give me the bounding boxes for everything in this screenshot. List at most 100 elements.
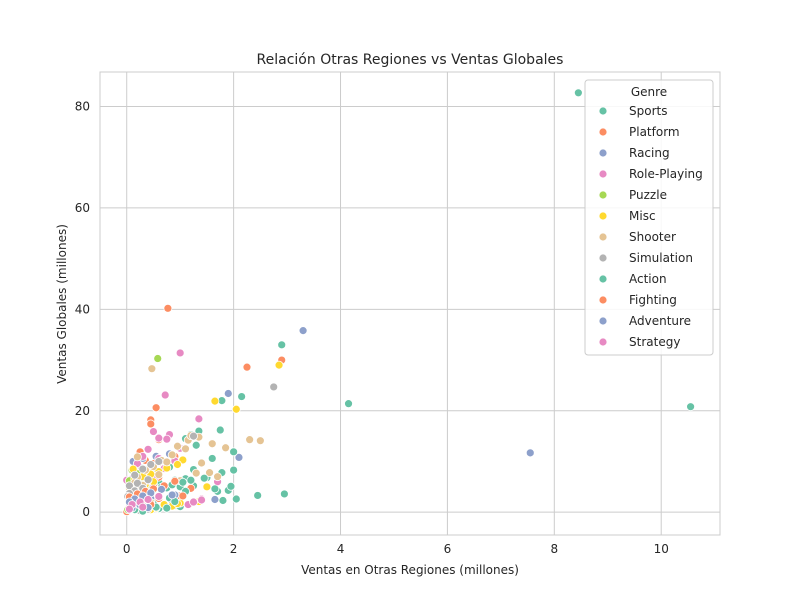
x-tick-labels: 0 2 4 6 8 10 bbox=[123, 542, 669, 556]
y-axis-title: Ventas Globales (millones) bbox=[55, 224, 69, 384]
legend: Genre Sports Platform Racing Role-Playing Pu… bbox=[584, 79, 714, 356]
data-point bbox=[234, 453, 244, 462]
legend-marker bbox=[598, 106, 608, 116]
x-tick-label: 6 bbox=[444, 542, 452, 556]
data-point bbox=[218, 496, 228, 505]
data-point bbox=[298, 326, 308, 336]
y-tick-labels: 0 20 40 60 80 bbox=[75, 99, 90, 519]
data-point bbox=[223, 389, 233, 398]
series-racing bbox=[124, 326, 535, 514]
data-point bbox=[186, 475, 196, 485]
data-point bbox=[173, 441, 182, 451]
data-point bbox=[226, 481, 236, 491]
y-tick-label: 20 bbox=[75, 404, 90, 418]
data-point bbox=[143, 444, 153, 454]
data-point bbox=[138, 502, 148, 512]
legend-marker bbox=[598, 232, 608, 242]
data-point bbox=[242, 362, 252, 372]
data-point bbox=[245, 435, 255, 445]
x-tick-label: 8 bbox=[550, 542, 558, 556]
data-point bbox=[146, 419, 156, 429]
data-point bbox=[231, 494, 241, 504]
data-point bbox=[221, 443, 231, 453]
data-point bbox=[162, 457, 172, 467]
legend-label: Sports bbox=[629, 104, 667, 118]
plot-frame bbox=[99, 71, 721, 536]
data-point bbox=[167, 490, 177, 500]
data-point bbox=[253, 491, 263, 500]
data-point bbox=[133, 478, 142, 488]
data-point bbox=[210, 396, 220, 406]
data-point bbox=[167, 450, 177, 460]
data-point bbox=[162, 503, 172, 513]
y-tick-label: 60 bbox=[75, 201, 90, 215]
legend-label: Puzzle bbox=[629, 188, 667, 202]
data-point bbox=[344, 399, 353, 409]
legend-label: Fighting bbox=[629, 293, 677, 307]
legend-box bbox=[584, 79, 714, 356]
data-point bbox=[143, 475, 153, 485]
data-point bbox=[173, 460, 182, 469]
data-point bbox=[197, 495, 206, 505]
data-point bbox=[231, 404, 241, 414]
data-point bbox=[154, 457, 164, 466]
x-tick-label: 0 bbox=[123, 542, 131, 556]
x-axis-title: Ventas en Otras Regiones (millones) bbox=[301, 563, 519, 577]
data-point bbox=[197, 458, 206, 468]
data-point bbox=[133, 452, 142, 462]
series-strategy bbox=[124, 492, 206, 514]
data-point bbox=[170, 476, 180, 486]
data-point bbox=[274, 360, 284, 370]
data-point bbox=[277, 340, 287, 350]
x-tick-label: 4 bbox=[337, 542, 345, 556]
data-point bbox=[210, 484, 220, 494]
data-point bbox=[189, 497, 198, 507]
y-tick-label: 40 bbox=[75, 302, 90, 316]
data-point bbox=[215, 425, 225, 435]
y-tick-label: 80 bbox=[75, 99, 90, 113]
legend-marker bbox=[598, 316, 608, 326]
data-point bbox=[191, 468, 201, 478]
x-tick-label: 10 bbox=[654, 542, 669, 556]
legend-label: Strategy bbox=[629, 335, 680, 349]
data-point bbox=[191, 440, 201, 450]
data-point bbox=[194, 414, 204, 424]
legend-marker bbox=[598, 274, 608, 284]
legend-label: Misc bbox=[629, 209, 656, 223]
data-point bbox=[237, 392, 247, 401]
data-point bbox=[269, 382, 279, 392]
data-point bbox=[199, 473, 209, 483]
series-sports bbox=[123, 88, 583, 516]
chart-title: Relación Otras Regiones vs Ventas Global… bbox=[257, 52, 564, 68]
data-point bbox=[124, 504, 134, 514]
data-point bbox=[279, 489, 289, 499]
data-point bbox=[175, 348, 185, 358]
data-point bbox=[210, 495, 220, 504]
data-point bbox=[207, 454, 217, 463]
data-point bbox=[149, 427, 158, 436]
data-point bbox=[138, 464, 148, 474]
legend-marker bbox=[598, 169, 608, 179]
data-point bbox=[154, 433, 164, 443]
data-point bbox=[205, 468, 214, 478]
data-point bbox=[686, 402, 696, 412]
data-point bbox=[178, 491, 188, 501]
data-point bbox=[213, 472, 222, 482]
legend-label: Racing bbox=[629, 146, 670, 160]
data-point bbox=[146, 460, 156, 469]
data-point bbox=[573, 88, 583, 98]
legend-marker bbox=[598, 295, 608, 305]
legend-marker bbox=[598, 253, 608, 263]
legend-label: Action bbox=[629, 272, 667, 286]
x-tick-label: 2 bbox=[230, 542, 238, 556]
data-points bbox=[122, 88, 696, 517]
data-point bbox=[151, 403, 161, 413]
data-point bbox=[525, 448, 535, 458]
data-point bbox=[130, 470, 140, 480]
data-point bbox=[153, 354, 163, 363]
data-point bbox=[147, 364, 157, 374]
data-point bbox=[162, 434, 172, 444]
legend-marker bbox=[598, 337, 608, 347]
legend-items: Sports Platform Racing Role-Playing Puzzle Mi… bbox=[598, 104, 703, 349]
